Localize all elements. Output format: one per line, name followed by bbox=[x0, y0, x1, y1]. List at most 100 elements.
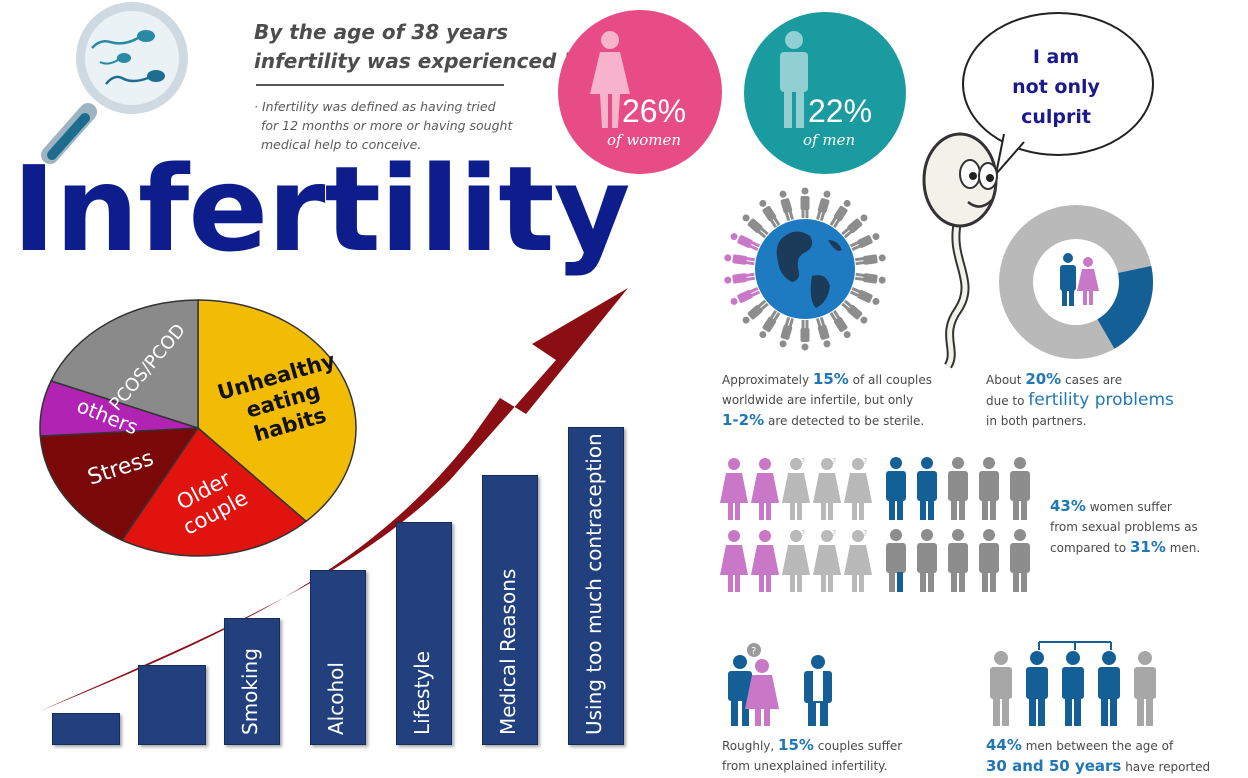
unexplained-mid: couples suffer bbox=[817, 739, 903, 753]
globe-person-icon bbox=[724, 254, 756, 266]
survey-note-line2: for 12 months or more or having sought bbox=[261, 118, 513, 133]
man-icon bbox=[917, 457, 937, 520]
speech-line3: culprit bbox=[1021, 106, 1091, 128]
both-partners-donut bbox=[999, 205, 1153, 359]
man-icon bbox=[1062, 651, 1084, 726]
unexplained-pct: 15% bbox=[778, 736, 814, 754]
man-icon bbox=[780, 31, 808, 128]
globe-person-icon bbox=[800, 187, 810, 218]
globe-person-icon bbox=[742, 214, 769, 239]
woman-icon bbox=[720, 530, 748, 592]
pie-slice-stress bbox=[39, 427, 200, 542]
woman-icon: ? bbox=[813, 457, 841, 520]
globe-person-icon bbox=[800, 320, 810, 351]
woman-icon bbox=[590, 31, 630, 128]
sexual-problems-stat: 43% women suffer from sexual problems as… bbox=[1050, 496, 1240, 558]
men-percent: 22% bbox=[808, 93, 873, 129]
svg-text:?: ? bbox=[801, 457, 805, 466]
couples-infertile-stat: Approximately 15% of all couples worldwi… bbox=[722, 369, 962, 431]
pie-slice-pcos-pcod bbox=[50, 299, 199, 430]
sexual-line1: women suffer bbox=[1089, 500, 1172, 514]
men-percent-label: of men bbox=[803, 131, 856, 149]
svg-text:?: ? bbox=[751, 646, 756, 657]
woman-icon bbox=[720, 458, 748, 520]
couples-pct: 15% bbox=[812, 370, 849, 388]
globe-person-icon bbox=[849, 287, 880, 305]
survey-note: · Infertility was defined as having trie… bbox=[254, 97, 512, 154]
man-icon bbox=[886, 457, 906, 520]
svg-text:?: ? bbox=[863, 457, 867, 466]
sexual-line3-pre: compared to bbox=[1050, 541, 1127, 555]
both-line2-hl: fertility problems bbox=[1028, 390, 1174, 410]
man-icon bbox=[886, 529, 906, 592]
globe-person-icon bbox=[816, 316, 831, 348]
couples-sterile-pct: 1-2% bbox=[722, 411, 765, 429]
globe-person-icon bbox=[730, 287, 761, 305]
men-age-range: 30 and 50 years bbox=[986, 757, 1122, 775]
both-pre: About bbox=[986, 373, 1022, 387]
sexual-line2: from sexual problems as bbox=[1050, 520, 1198, 534]
men-age-pct: 44% bbox=[986, 736, 1022, 754]
both-mid: cases are bbox=[1065, 373, 1123, 387]
globe-person-icon bbox=[829, 199, 851, 228]
couples-pre: Approximately bbox=[722, 373, 810, 387]
magnifier-sperm-icon bbox=[41, 2, 188, 164]
globe-person-icon bbox=[759, 199, 781, 228]
woman-icon: ? bbox=[813, 529, 841, 592]
svg-text:?: ? bbox=[832, 529, 836, 538]
globe-person-icon bbox=[779, 190, 794, 222]
sexual-pct-women: 43% bbox=[1050, 497, 1086, 515]
svg-text:?: ? bbox=[832, 457, 836, 466]
couples-end: are detected to be sterile. bbox=[767, 414, 925, 428]
speech-bubble-text: I am not only culprit bbox=[962, 42, 1150, 132]
man-icon bbox=[917, 529, 937, 592]
man-icon bbox=[1010, 457, 1030, 520]
man-icon bbox=[979, 457, 999, 520]
woman-icon: ? bbox=[844, 529, 872, 592]
speech-line2: not only bbox=[1012, 76, 1100, 98]
speech-line1: I am bbox=[1032, 46, 1080, 68]
man-icon bbox=[1026, 651, 1048, 726]
unexplained-pre: Roughly, bbox=[722, 739, 775, 753]
woman-icon: ? bbox=[782, 529, 810, 592]
woman-icon bbox=[751, 530, 779, 592]
both-line3: in both partners. bbox=[986, 414, 1087, 428]
globe-person-icon bbox=[724, 272, 756, 284]
page-title: Infertility bbox=[12, 140, 631, 278]
rising-arrow bbox=[38, 288, 628, 712]
globe-person-icon bbox=[779, 316, 794, 348]
globe-person-icon bbox=[841, 214, 868, 239]
couples-line2: worldwide are infertile, but only bbox=[722, 393, 914, 407]
sperm-character-icon bbox=[922, 132, 998, 369]
unexplained-line2: from unexplained infertility. bbox=[722, 759, 888, 773]
women-percent-label: of women bbox=[607, 131, 681, 149]
survey-note-line3: medical help to conceive. bbox=[261, 137, 422, 152]
man-icon bbox=[1134, 651, 1156, 726]
men-stat-circle bbox=[744, 12, 906, 174]
survey-divider bbox=[256, 84, 504, 86]
both-pct: 20% bbox=[1025, 370, 1062, 388]
men-age-stat: 44% men between the age of 30 and 50 yea… bbox=[986, 735, 1248, 777]
men-age-line1: men between the age of bbox=[1025, 739, 1174, 753]
globe-person-icon bbox=[854, 272, 886, 284]
man-icon bbox=[1098, 651, 1120, 726]
sexual-pct-men: 31% bbox=[1129, 538, 1166, 556]
couples-mid: of all couples bbox=[852, 373, 933, 387]
couple-doctor-icon: ? bbox=[728, 643, 832, 726]
both-line2-pre: due to bbox=[986, 394, 1025, 408]
survey-heading: By the age of 38 years infertility was e… bbox=[254, 18, 591, 76]
unexplained-infertility-stat: Roughly, 15% couples suffer from unexpla… bbox=[722, 735, 972, 776]
women-stat-circle bbox=[558, 10, 722, 174]
woman-icon bbox=[751, 458, 779, 520]
women-percent: 26% bbox=[622, 93, 687, 129]
causes-pie-chart: UnhealthyeatinghabitsOldercoupleStressot… bbox=[39, 299, 357, 557]
globe-person-icon bbox=[730, 233, 761, 251]
woman-icon: ? bbox=[782, 457, 810, 520]
svg-text:?: ? bbox=[801, 529, 805, 538]
pie-slice-older-couple bbox=[120, 426, 308, 557]
globe-person-icon bbox=[854, 254, 886, 266]
sexual-line3-end: men. bbox=[1169, 541, 1201, 555]
globe-person-icon bbox=[841, 299, 868, 324]
globe-person-icon bbox=[759, 310, 781, 339]
man-icon bbox=[1010, 529, 1030, 592]
